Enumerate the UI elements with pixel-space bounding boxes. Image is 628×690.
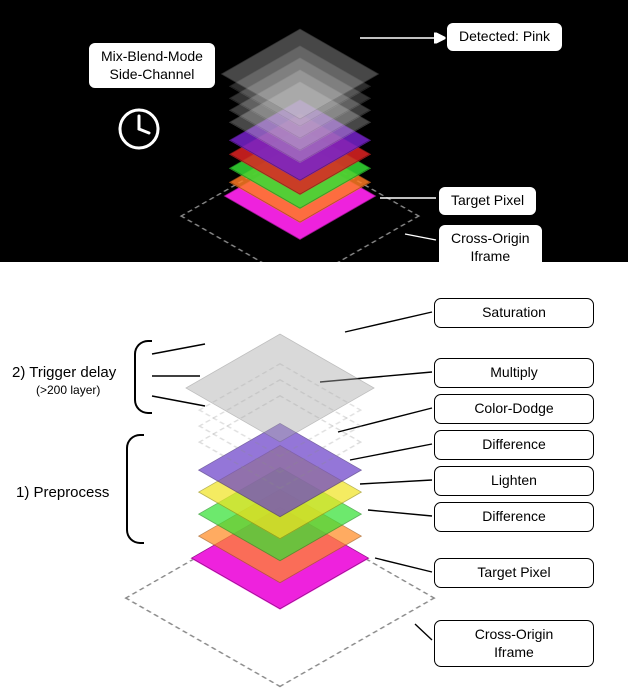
bottom-panel: 2) Trigger delay (>200 layer) 1) Preproc… [0, 262, 628, 690]
top-panel: Mix-Blend-ModeSide-Channel Detected: Pin… [0, 0, 628, 262]
